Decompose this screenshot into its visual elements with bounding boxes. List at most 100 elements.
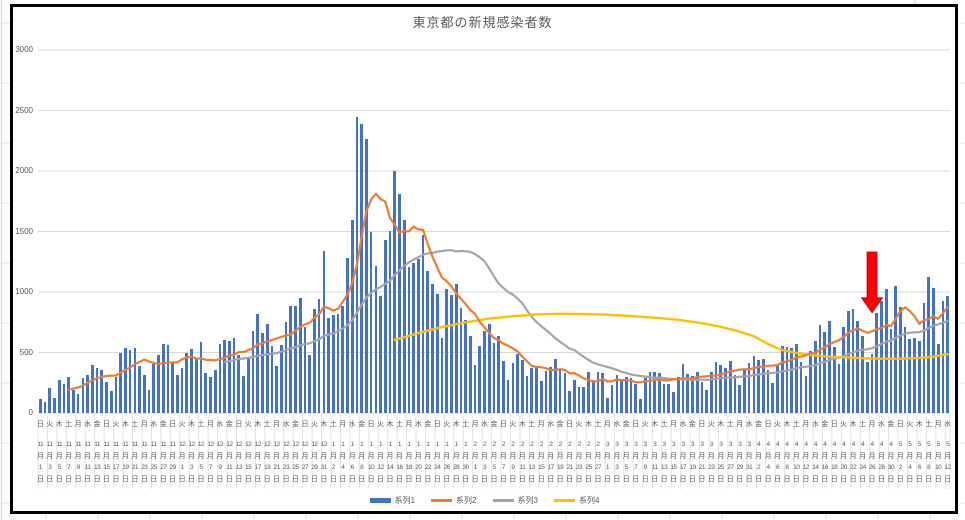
bar[interactable] [279, 344, 283, 413]
bar[interactable] [412, 262, 415, 413]
bar[interactable] [492, 343, 496, 413]
bar[interactable] [828, 321, 831, 413]
bar[interactable] [166, 345, 170, 413]
bar[interactable] [558, 370, 562, 413]
bar[interactable] [710, 372, 713, 413]
bar[interactable] [667, 384, 671, 413]
bar[interactable] [804, 375, 808, 413]
bar[interactable] [383, 239, 387, 413]
bar[interactable] [53, 398, 56, 413]
bar[interactable] [875, 312, 879, 413]
bar[interactable] [128, 349, 132, 413]
bar[interactable] [336, 314, 340, 413]
bar[interactable] [331, 314, 335, 413]
bar[interactable] [530, 368, 534, 413]
bar[interactable] [81, 377, 85, 413]
bar[interactable] [790, 348, 794, 413]
bar[interactable] [865, 361, 869, 413]
legend-item-series1[interactable]: 系列1 [369, 495, 415, 506]
bar[interactable] [171, 362, 174, 413]
bar[interactable] [483, 331, 486, 413]
legend-item-series4[interactable]: 系列4 [553, 495, 599, 506]
bar[interactable] [771, 382, 775, 413]
bar[interactable] [454, 284, 458, 413]
bar[interactable] [72, 390, 75, 413]
bar[interactable] [837, 364, 841, 413]
bar[interactable] [927, 277, 931, 413]
bar[interactable] [388, 231, 392, 413]
bar[interactable] [624, 376, 628, 413]
bar[interactable] [648, 371, 652, 413]
bar[interactable] [176, 375, 179, 413]
bar[interactable] [563, 373, 567, 413]
bar[interactable] [261, 332, 264, 413]
bar[interactable] [445, 288, 449, 413]
bar[interactable] [256, 313, 260, 413]
bar[interactable] [487, 324, 491, 413]
bar[interactable] [100, 370, 104, 413]
bar[interactable] [700, 382, 704, 413]
bar[interactable] [459, 307, 463, 413]
bar[interactable] [766, 370, 770, 413]
bar[interactable] [346, 258, 349, 413]
bar[interactable] [577, 387, 581, 413]
series3-line[interactable] [223, 249, 949, 381]
bar[interactable] [653, 372, 656, 413]
bar[interactable] [903, 327, 907, 413]
bar[interactable] [539, 380, 543, 413]
bar[interactable] [317, 298, 321, 413]
bar[interactable] [506, 379, 510, 413]
bar[interactable] [568, 391, 571, 413]
bar[interactable] [719, 365, 723, 413]
bar[interactable] [639, 398, 642, 413]
bar[interactable] [450, 295, 453, 413]
bar[interactable] [303, 327, 307, 413]
legend-item-series2[interactable]: 系列2 [431, 495, 477, 506]
bar[interactable] [582, 387, 586, 413]
bar[interactable] [572, 379, 576, 413]
bar[interactable] [62, 383, 66, 413]
bar[interactable] [752, 355, 756, 413]
bar[interactable] [889, 328, 893, 413]
bar[interactable] [161, 344, 165, 413]
bar[interactable] [691, 376, 694, 413]
bar[interactable] [369, 232, 373, 413]
bar[interactable] [615, 374, 619, 413]
bar[interactable] [284, 322, 288, 413]
bar[interactable] [525, 375, 529, 413]
bar[interactable] [785, 347, 789, 413]
bar[interactable] [587, 371, 590, 413]
bar[interactable] [591, 380, 595, 413]
bar[interactable] [776, 364, 779, 413]
bar[interactable] [308, 354, 312, 413]
bar[interactable] [497, 335, 501, 413]
bar[interactable] [795, 344, 798, 413]
bar[interactable] [596, 372, 600, 413]
bar[interactable] [686, 373, 690, 413]
bar[interactable] [398, 194, 401, 413]
bar[interactable] [554, 359, 557, 413]
bar[interactable] [738, 384, 742, 413]
bar[interactable] [544, 370, 548, 413]
bar[interactable] [813, 341, 817, 413]
bar[interactable] [809, 351, 812, 413]
bar[interactable] [818, 324, 822, 413]
bar[interactable] [761, 359, 765, 413]
bar[interactable] [932, 288, 935, 413]
bar[interactable] [469, 336, 472, 413]
bar[interactable] [242, 376, 245, 413]
bar[interactable] [251, 330, 255, 413]
bar[interactable] [379, 295, 382, 413]
bar[interactable] [936, 343, 940, 413]
bar[interactable] [516, 353, 519, 413]
bar[interactable] [223, 340, 226, 413]
bar[interactable] [662, 384, 666, 413]
bar[interactable] [535, 368, 538, 413]
bar[interactable] [440, 338, 444, 413]
bar[interactable] [832, 347, 836, 413]
series2-line[interactable] [67, 192, 949, 391]
bar[interactable] [209, 376, 212, 413]
bar[interactable] [57, 380, 61, 413]
bar[interactable] [799, 362, 803, 413]
